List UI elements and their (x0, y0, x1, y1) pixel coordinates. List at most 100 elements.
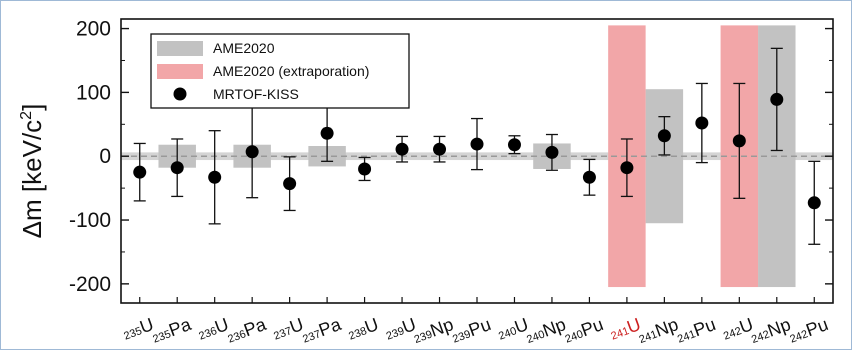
data-point-group (732, 82, 746, 199)
data-point (732, 134, 746, 148)
y-tick-label: 200 (76, 18, 111, 41)
x-tick-mass: 239 (385, 325, 406, 343)
y-axis: -200 -100 0 100 200 (69, 18, 833, 296)
x-tick-label: 241Pu (673, 314, 718, 347)
data-point (133, 165, 147, 179)
y-label-sup: 2 (18, 111, 35, 120)
x-tick-label: 240Pu (561, 314, 606, 347)
y-axis-label: Δm [keV/c2] (17, 104, 47, 239)
data-point-group (770, 47, 784, 152)
data-point-group (657, 115, 671, 156)
x-tick-mass: 237 (272, 325, 293, 343)
data-point (770, 92, 784, 106)
data-point (582, 170, 596, 184)
data-point (170, 161, 184, 175)
x-tick-element: U (737, 314, 756, 337)
x-tick-mass: 239 (451, 328, 472, 346)
data-point-group (582, 158, 596, 196)
x-tick-element: U (212, 314, 231, 337)
data-point-group (507, 135, 521, 155)
y-tick-label: -200 (69, 273, 111, 296)
x-tick-mass: 238 (347, 325, 368, 343)
x-tick-mass: 242 (722, 325, 743, 343)
legend-label: AME2020 (extraporation) (213, 63, 369, 79)
data-point-group (358, 156, 372, 182)
data-point (620, 161, 634, 175)
x-tick-element: U (399, 314, 418, 337)
legend-swatch (157, 41, 203, 56)
x-tick-label: 240U (495, 314, 531, 344)
x-tick-mass: 236 (197, 325, 218, 343)
x-tick-mass: 240 (564, 328, 585, 346)
data-point-group (170, 138, 184, 198)
x-tick-label: 237Pa (299, 314, 345, 347)
data-point (807, 196, 821, 210)
y-label-main: Δm [keV/c (17, 120, 47, 239)
x-tick-label: 235U (120, 314, 156, 344)
x-tick-label: 236U (195, 314, 231, 344)
x-tick-mass: 242 (750, 329, 771, 347)
x-tick-label: 236Pa (224, 314, 270, 347)
data-point (208, 170, 222, 184)
data-point (695, 116, 709, 130)
legend-marker (173, 87, 187, 101)
x-tick-mass: 240 (497, 325, 518, 343)
x-tick-element: U (137, 314, 156, 337)
x-tick-element: U (362, 314, 381, 337)
x-tick-mass: 235 (151, 328, 172, 346)
data-point (507, 138, 521, 152)
x-tick-label: 238U (345, 314, 381, 344)
data-point (433, 142, 447, 156)
x-tick-label: 242U (719, 314, 755, 344)
data-point (245, 145, 259, 159)
legend-label: AME2020 (213, 40, 275, 56)
legend-swatch (157, 64, 203, 79)
y-tick-label: -100 (69, 209, 111, 232)
x-tick-label: 242Pu (786, 314, 831, 347)
x-tick-label: 239U (382, 314, 418, 344)
data-point (470, 137, 484, 151)
x-tick-mass: 241 (638, 329, 659, 347)
x-tick-mass: 239 (413, 329, 434, 347)
x-tick-mass: 235 (122, 325, 143, 343)
data-point (283, 177, 297, 191)
data-point-group (433, 135, 447, 163)
data-point-group (395, 135, 409, 163)
data-points (133, 47, 821, 245)
x-tick-element: U (287, 314, 306, 337)
data-point-group (545, 133, 559, 171)
y-tick-label: 0 (99, 145, 111, 168)
legend: AME2020 AME2020 (extraporation) MRTOF-KISS (150, 33, 410, 109)
x-tick-mass: 241 (676, 328, 697, 346)
y-tick-label: 100 (76, 81, 111, 104)
y-label-close: ] (17, 104, 47, 111)
data-point-group (283, 156, 297, 212)
data-point (657, 129, 671, 143)
data-point (395, 142, 409, 156)
x-tick-mass: 241 (610, 325, 631, 343)
x-tick-element: U (624, 314, 643, 337)
data-point (320, 126, 334, 140)
x-tick-mass: 237 (301, 328, 322, 346)
x-tick-element: U (512, 314, 531, 337)
data-point-group (208, 130, 222, 225)
x-tick-label: 239Pu (449, 314, 494, 347)
x-tick-mass: 236 (226, 328, 247, 346)
data-point-group (470, 117, 484, 171)
data-point-group (807, 160, 821, 245)
x-tick-mass: 242 (788, 328, 809, 346)
data-point (358, 162, 372, 176)
data-point-group (695, 82, 709, 164)
x-tick-mass: 240 (525, 329, 546, 347)
x-tick-label: 237U (270, 314, 306, 344)
x-tick-label: 241U (607, 314, 643, 344)
data-point-group (620, 138, 634, 198)
x-tick-label: 235Pa (149, 314, 195, 347)
data-point (545, 145, 559, 159)
data-point-group (245, 105, 259, 199)
legend-label: MRTOF-KISS (213, 86, 299, 102)
data-point-group (133, 142, 147, 202)
